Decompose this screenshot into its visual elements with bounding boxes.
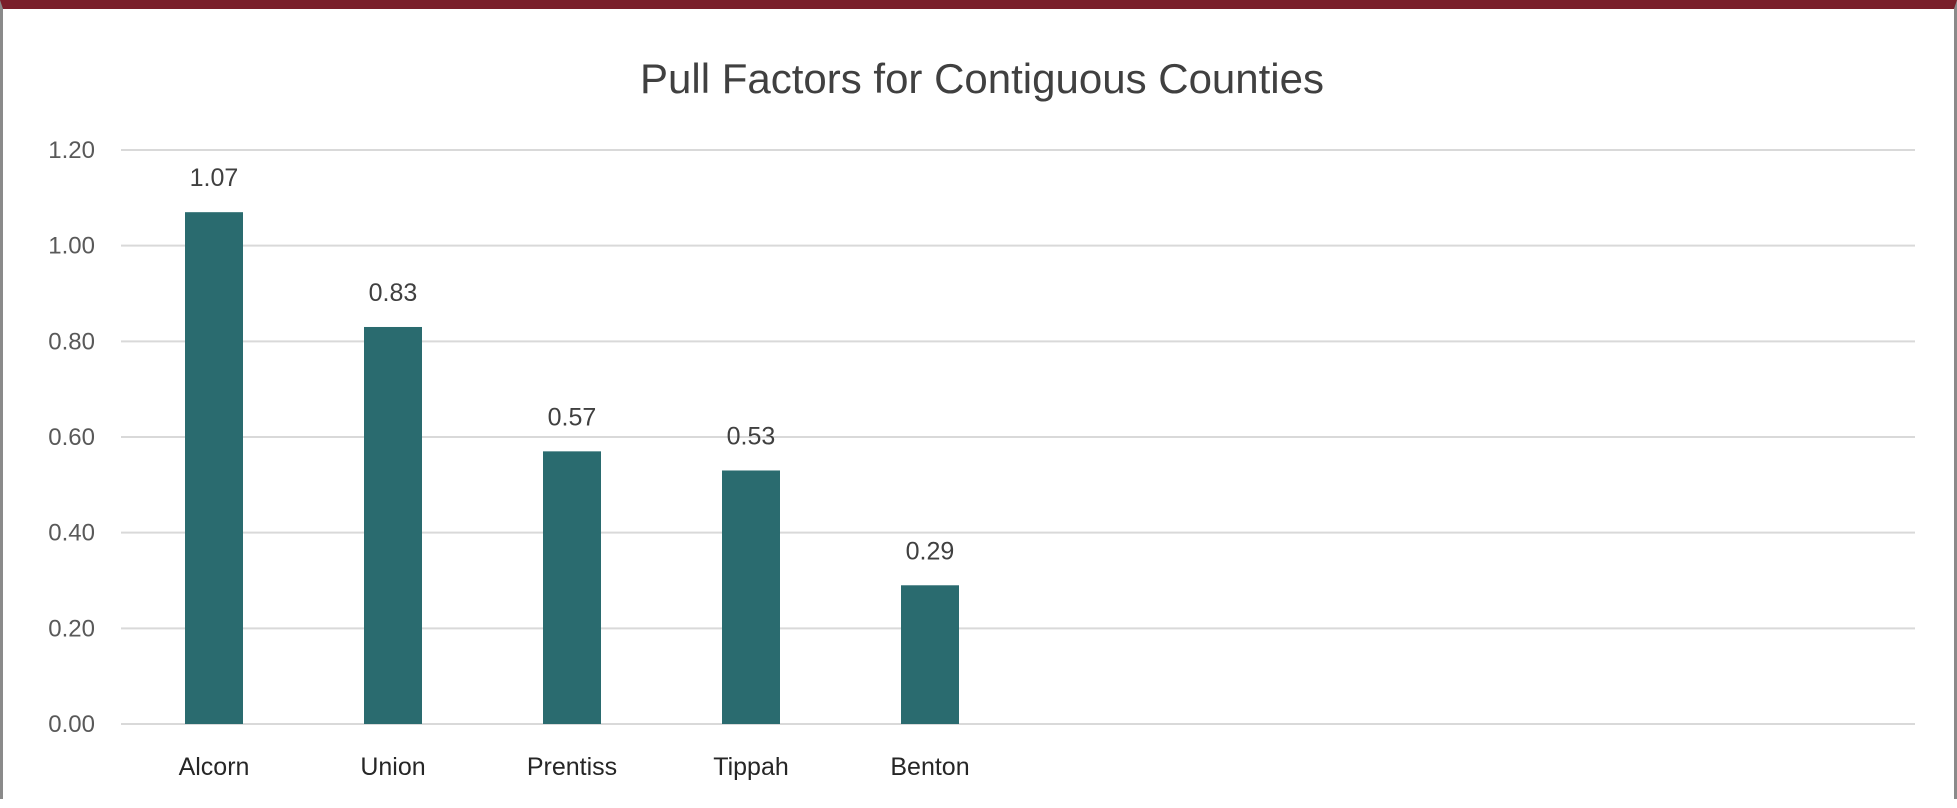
y-tick-label: 0.20: [48, 615, 95, 642]
data-label-alcorn: 1.07: [190, 164, 239, 192]
x-category-alcorn: Alcorn: [179, 753, 250, 781]
y-tick-label: 0.60: [48, 424, 95, 451]
x-category-prentiss: Prentiss: [527, 753, 617, 781]
y-tick-label: 0.00: [48, 711, 95, 738]
y-tick-label: 0.80: [48, 328, 95, 355]
data-labels: 1.07 0.83 0.57 0.53 0.29: [190, 164, 955, 565]
chart-title: Pull Factors for Contiguous Counties: [640, 55, 1324, 102]
x-category-union: Union: [360, 753, 425, 781]
x-category-benton: Benton: [890, 753, 969, 781]
y-tick-label: 0.40: [48, 520, 95, 547]
x-axis-categories: Alcorn Union Prentiss Tippah Benton: [179, 753, 970, 781]
bars: [185, 212, 959, 724]
y-tick-label: 1.00: [48, 233, 95, 260]
data-label-union: 0.83: [369, 279, 418, 307]
y-axis-ticks: 0.00 0.20 0.40 0.60 0.80 1.00 1.20: [48, 137, 95, 738]
bar-chart: Pull Factors for Contiguous Counties 0.0…: [48, 55, 1915, 781]
x-category-tippah: Tippah: [713, 753, 789, 781]
y-tick-label: 1.20: [48, 137, 95, 164]
bar-benton: [901, 585, 959, 724]
data-label-benton: 0.29: [906, 537, 955, 565]
bar-prentiss: [543, 451, 601, 724]
bar-alcorn: [185, 212, 243, 724]
bar-union: [364, 326, 422, 724]
data-label-prentiss: 0.57: [548, 403, 597, 431]
bar-tippah: [722, 470, 780, 724]
data-label-tippah: 0.53: [727, 422, 776, 450]
